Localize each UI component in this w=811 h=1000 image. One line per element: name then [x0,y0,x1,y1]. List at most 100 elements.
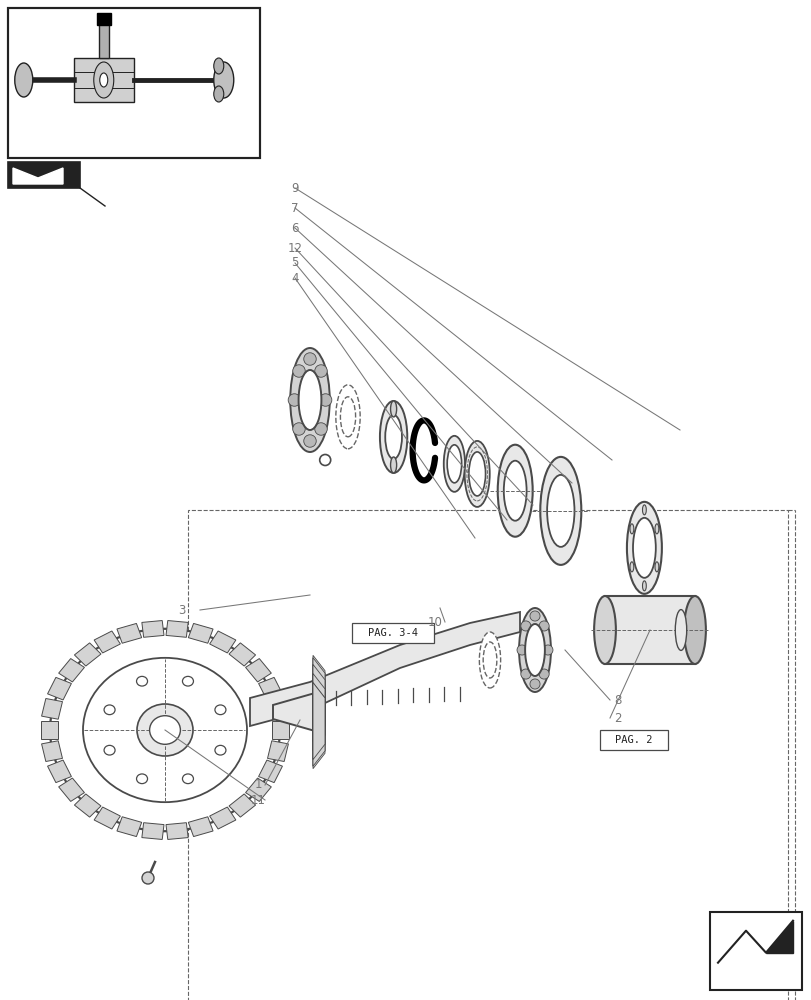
Text: 11: 11 [250,793,265,806]
Polygon shape [312,655,324,732]
Text: 7: 7 [291,202,298,215]
Polygon shape [312,664,324,741]
Polygon shape [75,794,101,817]
Text: PAG. 3-4: PAG. 3-4 [367,628,418,638]
Ellipse shape [137,704,193,756]
Polygon shape [765,921,792,953]
Bar [604,596,694,664]
Circle shape [293,423,305,435]
Ellipse shape [478,632,500,688]
Circle shape [142,872,154,884]
Text: 5: 5 [291,256,298,269]
Circle shape [320,454,330,466]
Ellipse shape [15,63,32,97]
Polygon shape [258,760,282,783]
Ellipse shape [83,658,247,802]
Ellipse shape [215,705,225,715]
Ellipse shape [215,745,225,755]
Ellipse shape [497,445,532,537]
Bar [351,623,433,643]
Ellipse shape [213,58,224,74]
Circle shape [539,669,548,679]
Polygon shape [312,683,324,760]
Polygon shape [272,691,322,733]
Polygon shape [267,741,288,761]
Ellipse shape [684,596,705,664]
Ellipse shape [136,774,148,784]
Bar [8,8,260,158]
Polygon shape [142,823,164,839]
Ellipse shape [642,581,646,591]
Text: 8: 8 [614,694,621,706]
Polygon shape [117,623,141,643]
Ellipse shape [50,629,280,831]
Circle shape [520,621,530,631]
Ellipse shape [182,774,193,784]
Text: 2: 2 [613,711,621,724]
Polygon shape [41,721,58,739]
Ellipse shape [518,608,551,692]
Polygon shape [13,168,63,184]
Ellipse shape [390,457,396,473]
Ellipse shape [384,415,401,459]
Polygon shape [258,677,282,700]
Bar [74,58,134,102]
Polygon shape [312,689,324,766]
Bar [599,730,667,750]
Circle shape [319,394,332,406]
Ellipse shape [93,62,114,98]
Polygon shape [245,778,271,801]
Circle shape [293,365,305,377]
Polygon shape [312,692,324,769]
Circle shape [315,365,327,377]
Polygon shape [312,689,324,766]
Circle shape [530,611,539,621]
Text: 9: 9 [291,182,298,195]
Polygon shape [229,794,255,817]
Polygon shape [94,631,120,653]
Circle shape [530,679,539,689]
Polygon shape [41,741,62,761]
Polygon shape [312,658,324,735]
Bar [8,162,80,188]
Ellipse shape [136,676,148,686]
Ellipse shape [539,457,581,565]
Ellipse shape [336,385,360,449]
Polygon shape [165,823,188,839]
Polygon shape [142,621,164,637]
Ellipse shape [654,524,658,534]
Ellipse shape [629,562,633,572]
Ellipse shape [547,475,573,547]
Circle shape [288,394,300,406]
Polygon shape [209,631,235,653]
Ellipse shape [633,518,655,578]
Ellipse shape [447,445,461,483]
Ellipse shape [100,73,108,87]
Polygon shape [41,699,62,719]
Polygon shape [272,721,289,739]
Ellipse shape [675,610,686,650]
Ellipse shape [525,624,544,676]
Polygon shape [312,664,324,741]
Polygon shape [58,778,84,801]
Text: 4: 4 [291,271,298,284]
Ellipse shape [380,401,407,473]
Polygon shape [312,674,324,750]
Polygon shape [312,658,324,735]
Circle shape [543,645,552,655]
Ellipse shape [104,705,115,715]
Circle shape [517,645,526,655]
Ellipse shape [464,441,489,507]
Ellipse shape [654,562,658,572]
Ellipse shape [468,452,485,496]
Circle shape [315,423,327,435]
Ellipse shape [213,62,234,98]
Polygon shape [117,817,141,837]
Polygon shape [188,623,212,643]
Bar [99,20,109,58]
Ellipse shape [340,397,355,437]
Ellipse shape [594,596,615,664]
Circle shape [520,669,530,679]
Text: 1: 1 [254,778,261,791]
Bar [97,13,110,25]
